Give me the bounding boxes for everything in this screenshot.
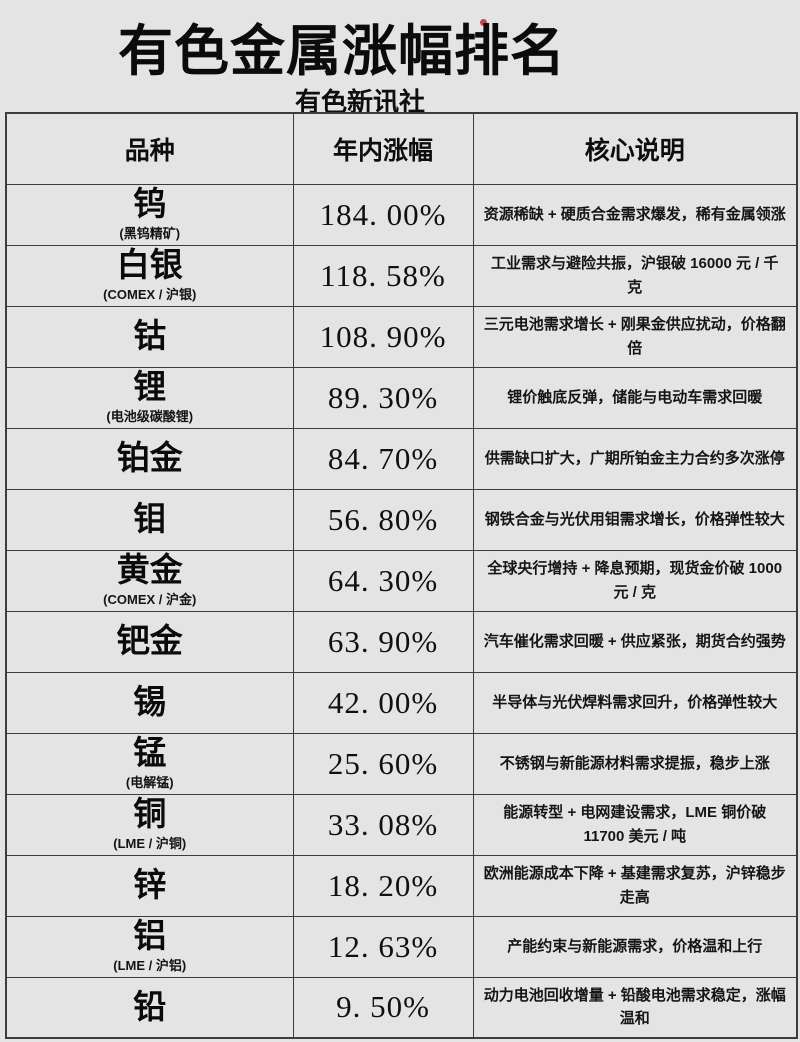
core-note-text: 资源稀缺 + 硬质合金需求爆发，稀有金属领涨 xyxy=(472,183,798,246)
variety-cell: 钼 xyxy=(5,488,294,551)
metal-name: 铅 xyxy=(133,987,167,1025)
table-row: 铝 (LME / 沪铝) 12. 63% 产能约束与新能源需求，价格温和上行 xyxy=(5,915,798,978)
variety-cell: 锰 (电解锰) xyxy=(5,732,294,795)
core-note-text: 三元电池需求增长 + 刚果金供应扰动，价格翻倍 xyxy=(472,305,798,368)
metal-sublabel: (黑钨精矿) xyxy=(119,226,181,242)
variety-cell: 钴 xyxy=(5,305,294,368)
ytd-change-value: 25. 60% xyxy=(292,732,474,795)
table-row: 黄金 (COMEX / 沪金) 64. 30% 全球央行增持 + 降息预期，现货… xyxy=(5,549,798,612)
core-note-text: 汽车催化需求回暖 + 供应紧张，期货合约强势 xyxy=(472,610,798,673)
metal-name: 铝 xyxy=(133,916,167,954)
variety-cell: 钨 (黑钨精矿) xyxy=(5,183,294,246)
table-row: 锌 18. 20% 欧洲能源成本下降 + 基建需求复苏，沪锌稳步走高 xyxy=(5,854,798,917)
metal-sublabel: (电池级碳酸锂) xyxy=(106,409,194,425)
variety-cell: 锌 xyxy=(5,854,294,917)
core-note-text: 半导体与光伏焊料需求回升，价格弹性较大 xyxy=(472,671,798,734)
variety-cell: 黄金 (COMEX / 沪金) xyxy=(5,549,294,612)
table-row: 铜 (LME / 沪铜) 33. 08% 能源转型 + 电网建设需求，LME 铜… xyxy=(5,793,798,856)
metal-sublabel: (COMEX / 沪银) xyxy=(103,287,197,303)
variety-cell: 铜 (LME / 沪铜) xyxy=(5,793,294,856)
red-dot xyxy=(480,19,487,26)
ytd-change-value: 63. 90% xyxy=(292,610,474,673)
metal-name: 钯金 xyxy=(116,622,183,660)
table-header-row: 品种 年内涨幅 核心说明 xyxy=(5,112,798,185)
variety-cell: 白银 (COMEX / 沪银) xyxy=(5,244,294,307)
variety-cell: 锡 xyxy=(5,671,294,734)
table-row: 钨 (黑钨精矿) 184. 00% 资源稀缺 + 硬质合金需求爆发，稀有金属领涨 xyxy=(5,183,798,246)
table-row: 锡 42. 00% 半导体与光伏焊料需求回升，价格弹性较大 xyxy=(5,671,798,734)
core-note-text: 锂价触底反弹，储能与电动车需求回暖 xyxy=(472,366,798,429)
variety-cell: 锂 (电池级碳酸锂) xyxy=(5,366,294,429)
header-variety: 品种 xyxy=(5,112,294,185)
ytd-change-value: 12. 63% xyxy=(292,915,474,978)
rankings-table: 品种 年内涨幅 核心说明 钨 (黑钨精矿) 184. 00% 资源稀缺 + 硬质… xyxy=(5,112,798,1039)
table-body: 钨 (黑钨精矿) 184. 00% 资源稀缺 + 硬质合金需求爆发，稀有金属领涨… xyxy=(5,183,798,1039)
core-note-text: 产能约束与新能源需求，价格温和上行 xyxy=(472,915,798,978)
variety-cell: 铂金 xyxy=(5,427,294,490)
ytd-change-value: 42. 00% xyxy=(292,671,474,734)
ytd-change-value: 18. 20% xyxy=(292,854,474,917)
core-note-text: 钢铁合金与光伏用钼需求增长，价格弹性较大 xyxy=(472,488,798,551)
core-note-text: 动力电池回收增量 + 铅酸电池需求稳定，涨幅温和 xyxy=(472,976,798,1039)
page-title: 有色金属涨幅排名 xyxy=(117,20,566,82)
core-note-text: 能源转型 + 电网建设需求，LME 铜价破 11700 美元 / 吨 xyxy=(472,793,798,856)
core-note-text: 全球央行增持 + 降息预期，现货金价破 1000 元 / 克 xyxy=(472,549,798,612)
table-row: 锂 (电池级碳酸锂) 89. 30% 锂价触底反弹，储能与电动车需求回暖 xyxy=(5,366,798,429)
variety-cell: 铅 xyxy=(5,976,294,1039)
table-row: 铅 9. 50% 动力电池回收增量 + 铅酸电池需求稳定，涨幅温和 xyxy=(5,976,798,1039)
metal-name: 锡 xyxy=(133,683,167,721)
metal-sublabel: (COMEX / 沪金) xyxy=(103,592,197,608)
metal-sublabel: (LME / 沪铜) xyxy=(113,836,187,852)
metal-sublabel: (LME / 沪铝) xyxy=(113,958,187,974)
metal-name: 铂金 xyxy=(116,439,183,477)
header-core-note: 核心说明 xyxy=(472,112,798,185)
metal-name: 铜 xyxy=(133,794,167,832)
header-ytd-change: 年内涨幅 xyxy=(292,112,474,185)
table-row: 钼 56. 80% 钢铁合金与光伏用钼需求增长，价格弹性较大 xyxy=(5,488,798,551)
table-row: 钴 108. 90% 三元电池需求增长 + 刚果金供应扰动，价格翻倍 xyxy=(5,305,798,368)
core-note-text: 不锈钢与新能源材料需求提振，稳步上涨 xyxy=(472,732,798,795)
table-row: 白银 (COMEX / 沪银) 118. 58% 工业需求与避险共振，沪银破 1… xyxy=(5,244,798,307)
variety-cell: 铝 (LME / 沪铝) xyxy=(5,915,294,978)
ytd-change-value: 64. 30% xyxy=(292,549,474,612)
ytd-change-value: 118. 58% xyxy=(292,244,474,307)
table-row: 钯金 63. 90% 汽车催化需求回暖 + 供应紧张，期货合约强势 xyxy=(5,610,798,673)
ytd-change-value: 9. 50% xyxy=(292,976,474,1039)
metal-name: 钴 xyxy=(133,317,167,355)
ytd-change-value: 56. 80% xyxy=(292,488,474,551)
ytd-change-value: 184. 00% xyxy=(292,183,474,246)
metal-name: 黄金 xyxy=(116,550,183,588)
metal-sublabel: (电解锰) xyxy=(125,775,174,791)
core-note-text: 供需缺口扩大，广期所铂金主力合约多次涨停 xyxy=(472,427,798,490)
metal-name: 白银 xyxy=(116,245,183,283)
table-row: 锰 (电解锰) 25. 60% 不锈钢与新能源材料需求提振，稳步上涨 xyxy=(5,732,798,795)
metal-name: 钨 xyxy=(133,184,167,222)
ytd-change-value: 84. 70% xyxy=(292,427,474,490)
metal-name: 锌 xyxy=(133,866,167,904)
ytd-change-value: 33. 08% xyxy=(292,793,474,856)
variety-cell: 钯金 xyxy=(5,610,294,673)
metal-name: 锰 xyxy=(133,733,167,771)
metal-name: 钼 xyxy=(133,500,167,538)
ytd-change-value: 89. 30% xyxy=(292,366,474,429)
metal-name: 锂 xyxy=(133,367,167,405)
core-note-text: 欧洲能源成本下降 + 基建需求复苏，沪锌稳步走高 xyxy=(472,854,798,917)
core-note-text: 工业需求与避险共振，沪银破 16000 元 / 千克 xyxy=(472,244,798,307)
ytd-change-value: 108. 90% xyxy=(292,305,474,368)
table-row: 铂金 84. 70% 供需缺口扩大，广期所铂金主力合约多次涨停 xyxy=(5,427,798,490)
